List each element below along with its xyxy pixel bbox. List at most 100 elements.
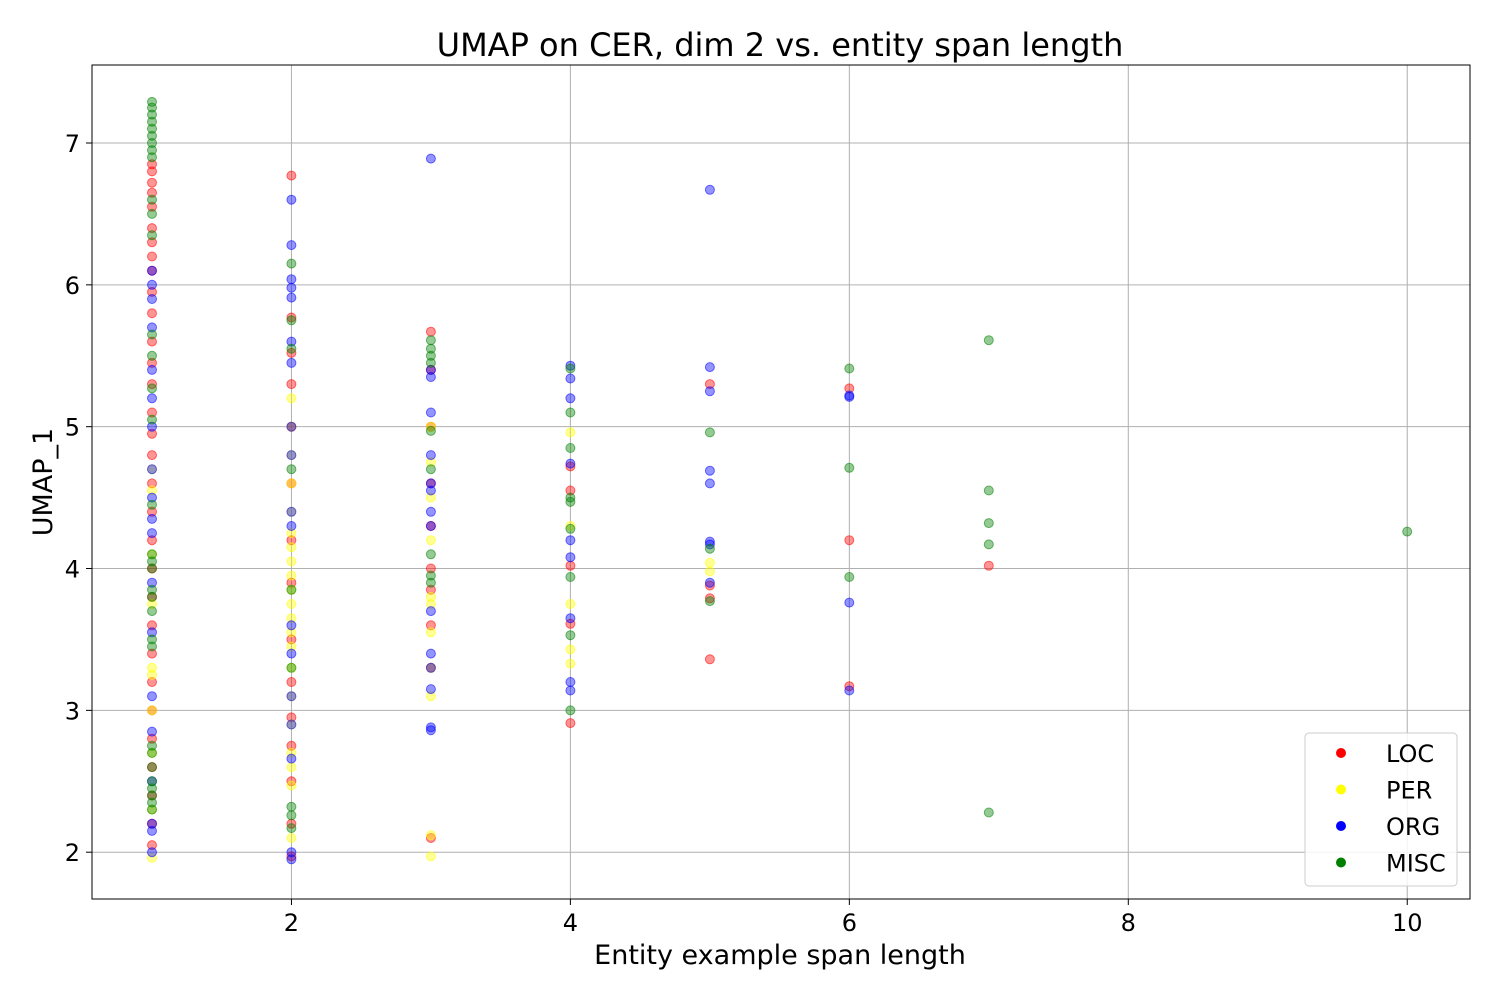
scatter-point [704,386,715,397]
scatter-point [425,450,436,461]
scatter-point [286,240,297,251]
scatter-point [147,109,157,120]
scatter-point [147,747,157,758]
scatter-point [147,606,157,617]
scatter-point [147,414,157,425]
scatter-point [147,123,157,134]
scatter-point [565,705,576,716]
scatter-point [983,485,994,496]
scatter-point [147,286,157,297]
scatter-point [844,363,855,374]
scatter-point [147,130,157,141]
scatter-point [704,427,715,438]
scatter-point [425,577,436,588]
y-axis-title: UMAP_1 [28,428,59,537]
scatter-point [147,237,157,248]
scatter-point [844,535,855,546]
scatter-point [1402,526,1413,537]
y-tick-label: 5 [65,414,80,442]
legend-label-org: ORG [1386,813,1440,841]
scatter-point [704,379,715,390]
scatter-point [704,577,715,588]
scatter-point [565,658,576,669]
x-tick-label: 4 [563,909,578,937]
scatter-point [286,613,297,624]
scatter-point [565,618,576,629]
scatter-point [286,379,297,390]
legend-label-per: PER [1386,777,1432,805]
scatter-point [147,733,157,744]
scatter-point [286,464,297,475]
scatter-point [425,662,436,673]
scatter-point [147,96,157,107]
scatter-point [704,580,715,591]
data-points [147,96,1413,865]
scatter-point [425,563,436,574]
chart-title: UMAP on CER, dim 2 vs. entity span lengt… [437,26,1124,64]
scatter-point [147,762,157,773]
scatter-point [565,461,576,472]
y-tick-label: 3 [65,697,80,725]
scatter-point [704,465,715,476]
scatter-point [147,549,157,560]
scatter-point [704,536,715,547]
scatter-point [147,159,157,170]
scatter-point [147,478,157,489]
scatter-point [286,535,297,546]
scatter-point [147,485,157,496]
scatter-point [147,506,157,517]
series-per [147,393,715,863]
scatter-point [425,372,436,382]
scatter-point [286,506,297,517]
scatter-point [147,825,157,836]
scatter-point [425,343,436,354]
y-tick-label: 6 [65,272,80,300]
scatter-point [147,776,157,787]
scatter-point [147,669,157,680]
scatter-point [286,641,297,652]
scatter-point [425,684,436,695]
scatter-point [565,599,576,609]
scatter-point [147,201,157,212]
scatter-point [147,535,157,546]
scatter-point [425,620,436,631]
scatter-point [565,458,576,469]
scatter-point [147,223,157,234]
scatter-point [147,513,157,524]
scatter-point [425,335,436,346]
scatter-point [704,478,715,489]
scatter-point [286,421,297,432]
scatter-point [286,810,297,821]
scatter-point [147,194,157,205]
scatter-point [147,251,157,262]
scatter-point [565,363,576,374]
scatter-point [286,528,297,539]
scatter-point [565,613,576,624]
scatter-point [286,258,297,269]
scatter-point [286,194,297,205]
x-tick-label: 8 [1121,909,1136,937]
scatter-point [425,478,436,489]
scatter-point [565,373,576,384]
series-loc [147,159,994,862]
scatter-point [286,292,297,303]
scatter-point [147,783,157,794]
scatter-point [425,464,436,475]
x-tick-label: 2 [284,909,299,937]
scatter-point [565,677,576,687]
scatter-point [425,425,436,436]
scatter-point [147,634,157,645]
scatter-point [286,747,297,758]
scatter-point [983,539,994,550]
scatter-point [844,685,855,696]
scatter-point [704,543,715,554]
scatter-point [147,187,157,198]
scatter-point [147,492,157,503]
scatter-point [147,556,157,567]
scatter-point [147,591,157,602]
scatter-point [286,712,297,723]
scatter-point [147,450,157,461]
scatter-point [425,364,436,375]
scatter-point [147,641,157,652]
legend-box [1304,732,1458,887]
